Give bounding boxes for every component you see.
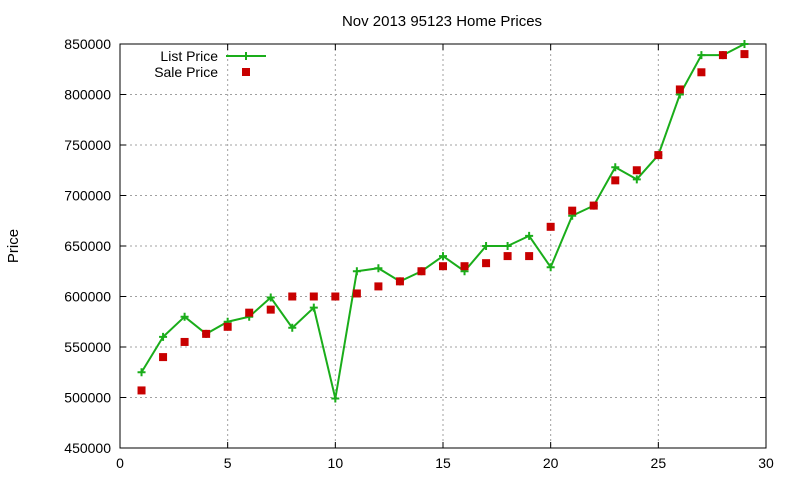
- sale-price-point: [159, 353, 168, 362]
- sale-price-point: [654, 151, 663, 160]
- x-tick-label: 20: [543, 455, 559, 471]
- sale-price-point: [395, 277, 404, 286]
- y-tick-label: 800000: [64, 87, 111, 103]
- sale-price-point: [331, 292, 340, 301]
- sale-price-point: [589, 201, 598, 210]
- list-price-point: [331, 394, 340, 403]
- list-price-point: [611, 163, 620, 172]
- list-price-point: [288, 323, 297, 332]
- list-price-point: [374, 264, 383, 273]
- x-tick-label: 10: [328, 455, 344, 471]
- legend-label: List Price: [160, 48, 218, 64]
- list-price-point: [309, 303, 318, 312]
- list-price-point: [525, 231, 534, 240]
- list-price-point: [697, 51, 706, 60]
- y-axis-label: Price: [5, 229, 22, 263]
- sale-price-point: [417, 267, 426, 276]
- sale-price-point: [137, 386, 146, 395]
- sale-price-point: [675, 85, 684, 94]
- y-tick-label: 600000: [64, 289, 111, 305]
- y-tick-label: 850000: [64, 36, 111, 52]
- list-price-point: [740, 40, 749, 48]
- list-price-point: [439, 252, 447, 261]
- series-sale-price: [137, 50, 749, 395]
- sale-price-point: [352, 289, 361, 298]
- sale-price-point: [266, 305, 275, 314]
- sale-price-point: [439, 262, 447, 271]
- x-tick-label: 25: [651, 455, 667, 471]
- y-tick-label: 450000: [64, 440, 111, 456]
- x-tick-label: 5: [224, 455, 232, 471]
- x-tick-label: 0: [116, 455, 124, 471]
- sale-price-point: [546, 222, 555, 231]
- list-price-point: [352, 267, 361, 276]
- sale-price-point: [460, 262, 469, 271]
- list-price-point: [503, 242, 512, 250]
- list-price-point: [546, 263, 555, 272]
- list-price-point: [180, 312, 189, 321]
- series-layer: [137, 40, 749, 403]
- sale-price-point: [697, 68, 706, 77]
- sale-price-point: [482, 259, 491, 268]
- chart-title: Nov 2013 95123 Home Prices: [342, 13, 542, 30]
- sale-price-point: [245, 308, 254, 317]
- list-price-point: [266, 293, 275, 302]
- grid-lines: [120, 44, 766, 448]
- sale-price-point: [503, 252, 512, 261]
- y-tick-label: 500000: [64, 390, 111, 406]
- sale-price-point: [374, 282, 383, 291]
- list-price-point: [632, 175, 641, 184]
- sale-price-point: [568, 206, 577, 215]
- legend-square-marker: [242, 68, 250, 76]
- y-tick-label: 700000: [64, 188, 111, 204]
- list-price-point: [482, 242, 491, 250]
- y-tick-label: 550000: [64, 339, 111, 355]
- sale-price-point: [309, 292, 318, 301]
- series-list-price: [137, 40, 749, 403]
- y-tick-label: 750000: [64, 137, 111, 153]
- sale-price-point: [632, 166, 641, 175]
- x-tick-label: 30: [758, 455, 774, 471]
- sale-price-point: [202, 329, 211, 338]
- y-tick-label: 650000: [64, 238, 111, 254]
- sale-price-point: [718, 51, 727, 60]
- list-price-point: [137, 368, 146, 377]
- sale-price-point: [611, 176, 620, 185]
- sale-price-point: [525, 252, 534, 261]
- sale-price-point: [223, 322, 232, 331]
- sale-price-point: [288, 292, 297, 301]
- legend-label: Sale Price: [154, 64, 218, 80]
- x-tick-label: 15: [435, 455, 451, 471]
- sale-price-point: [180, 337, 189, 346]
- legend-plus-marker: [242, 52, 250, 60]
- list-price-point: [159, 332, 168, 341]
- sale-price-point: [740, 50, 749, 59]
- axes: 0 5 10 15 20 25 30 450000 500000 550000 600000 6500…: [64, 36, 774, 471]
